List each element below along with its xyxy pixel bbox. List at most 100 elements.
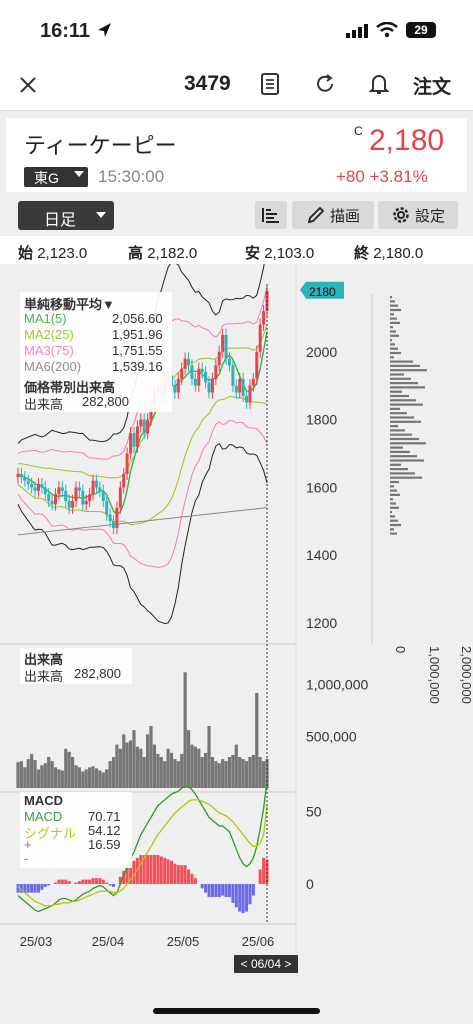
- ma1-line: [17, 331, 268, 516]
- candle-body: [176, 378, 180, 393]
- stock-code: 3479: [184, 72, 231, 95]
- location-arrow-icon: [98, 23, 111, 37]
- candle-body: [112, 521, 116, 529]
- macd-hist-bar: [231, 884, 235, 903]
- profile-bar: [390, 502, 396, 505]
- volume-bar: [43, 763, 47, 788]
- macd-hist-bar: [241, 884, 245, 913]
- candle-body: [231, 365, 235, 386]
- profile-bar: [390, 403, 423, 406]
- bars-icon: [262, 208, 279, 223]
- profile-bar: [390, 468, 408, 471]
- candle-body: [94, 480, 98, 488]
- ma1-label: MA1(5): [24, 311, 67, 326]
- volume-bar: [238, 757, 242, 788]
- candle-body: [258, 324, 262, 352]
- bell-icon[interactable]: [368, 72, 390, 96]
- candle-body: [19, 473, 23, 478]
- macd-hist-bar: [146, 855, 150, 884]
- profile-bar: [390, 296, 392, 299]
- macd-hist-bar: [258, 869, 262, 884]
- cursor-date[interactable]: < 06/04 >: [234, 955, 298, 973]
- draw-button[interactable]: 描画: [292, 201, 374, 229]
- candle-body: [262, 311, 266, 325]
- volume-bar: [74, 765, 78, 788]
- candle-body: [57, 487, 61, 495]
- volume-bar: [255, 692, 259, 788]
- volume-bar: [47, 757, 51, 788]
- profile-bar: [390, 442, 426, 445]
- volume-bar: [227, 757, 232, 788]
- candle-body: [173, 385, 177, 393]
- volume-bar: [207, 726, 211, 788]
- volume-bar: [19, 761, 24, 788]
- profile-bar: [390, 515, 395, 518]
- stock-chart[interactable]: 2000 1800 1600 1400 1200 2180 0 1,000,000 2,000,…: [0, 264, 473, 964]
- profile-bar: [390, 416, 414, 419]
- market-select[interactable]: 東G: [24, 167, 88, 187]
- profile-bar: [390, 317, 397, 320]
- candle-body: [105, 500, 109, 515]
- macd-hist-bar: [94, 878, 98, 884]
- macd-line: [17, 780, 268, 913]
- macd-hist-bar: [135, 857, 139, 884]
- macd-hist-bar: [204, 884, 208, 893]
- macd-hist-bar: [262, 857, 266, 884]
- candle-body: [47, 494, 51, 501]
- close-label: 終: [354, 245, 370, 262]
- home-indicator[interactable]: [153, 1008, 320, 1014]
- ma2-label: MA2(25): [24, 327, 74, 342]
- macd-hist-bar: [200, 884, 204, 889]
- profile-bar: [390, 390, 402, 393]
- macd-hist-bar: [91, 878, 95, 884]
- candle-body: [118, 487, 122, 508]
- battery-icon: 29: [406, 22, 436, 38]
- document-icon[interactable]: [260, 73, 280, 95]
- candle-body: [227, 358, 231, 366]
- close-icon[interactable]: [19, 76, 37, 94]
- chevron-down-icon: [96, 212, 106, 218]
- volume-bar: [91, 766, 95, 788]
- volume-bar: [261, 761, 266, 788]
- macd-hist-bar: [26, 884, 30, 893]
- price-tick-label: 2000: [306, 344, 337, 360]
- volume-bar: [23, 767, 27, 788]
- profile-bar: [390, 420, 421, 423]
- candle-body: [33, 487, 37, 491]
- chevron-down-icon: [74, 171, 84, 177]
- hist-value: 16.59: [88, 837, 121, 852]
- settings-button[interactable]: 設定: [378, 201, 458, 229]
- draw-label: 描画: [329, 207, 360, 225]
- volume-bar: [200, 757, 204, 788]
- ohlc-open: 始 2,123.0: [18, 242, 87, 263]
- ma6-value: 1,539.16: [112, 359, 163, 374]
- wifi-icon: [376, 22, 398, 38]
- indicator-list-button[interactable]: [255, 201, 287, 229]
- order-button[interactable]: 注文: [413, 77, 452, 98]
- macd-hist-bar: [122, 870, 126, 884]
- refresh-icon[interactable]: [314, 73, 336, 95]
- profile-bar: [390, 511, 392, 514]
- profile-bar: [390, 386, 425, 389]
- macd-title: MACD: [24, 793, 63, 808]
- candle-body: [74, 487, 78, 501]
- macd-hist-bar: [251, 884, 255, 896]
- macd-hist-bar: [190, 873, 194, 884]
- volume-bar: [84, 769, 88, 788]
- macd-hist-bar: [30, 884, 34, 893]
- macd-hist-bar: [129, 862, 133, 884]
- volume-bar: [193, 746, 197, 788]
- band-lower-3: [17, 442, 268, 624]
- candle-body: [197, 368, 201, 386]
- profile-bar: [390, 459, 424, 462]
- candle-body: [251, 378, 255, 386]
- profile-bar: [390, 300, 395, 303]
- volume-bar: [146, 734, 150, 788]
- period-select[interactable]: 日足: [18, 201, 114, 230]
- macd-hist-bar: [221, 884, 225, 896]
- candle-body: [224, 334, 228, 359]
- macd-hist-bar: [207, 884, 211, 898]
- volume-bar: [183, 672, 187, 788]
- volume-bar: [169, 752, 174, 788]
- macd-hist-bar: [265, 859, 269, 884]
